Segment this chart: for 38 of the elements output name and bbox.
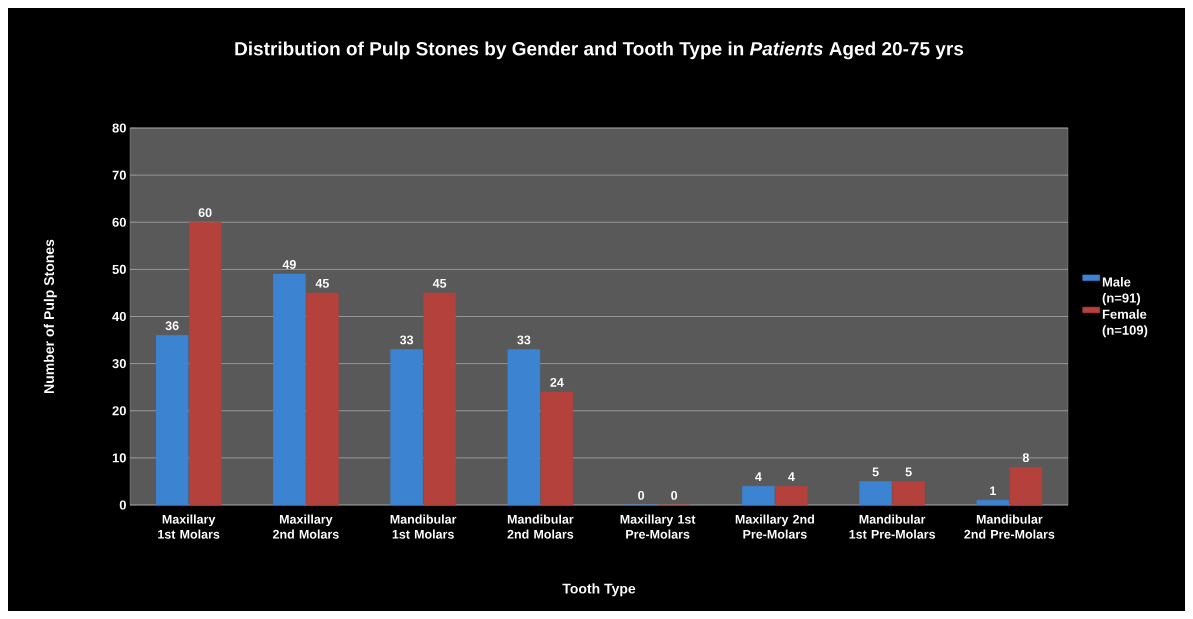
x-axis-title: Tooth Type xyxy=(562,583,636,597)
data-label: 8 xyxy=(1022,453,1029,463)
data-label: 45 xyxy=(315,279,329,288)
data-label: 60 xyxy=(198,208,212,218)
data-label: 4 xyxy=(755,472,762,481)
x-tick-label: Mandibular 2nd Molars xyxy=(507,514,574,539)
x-tick-label: Mandibular 2nd Pre-Molars xyxy=(964,514,1055,539)
y-tick-label: 20 xyxy=(112,406,126,416)
legend-label: Female (n=109) xyxy=(1102,309,1148,338)
data-label: 33 xyxy=(399,335,414,345)
x-tick-label: Maxillary 2nd Pre-Molars xyxy=(735,514,814,539)
x-tick-label: Mandibular 1st Molars xyxy=(390,514,457,539)
data-label: 5 xyxy=(872,467,879,477)
data-label: 45 xyxy=(432,279,447,288)
y-tick-label: 80 xyxy=(112,123,126,133)
data-label: 5 xyxy=(905,467,912,477)
data-label: 0 xyxy=(638,490,645,500)
data-label: 33 xyxy=(517,335,531,345)
x-tick-label: Maxillary 2nd Molars xyxy=(272,514,339,539)
data-label: 1 xyxy=(990,486,996,496)
x-tick-label: Mandibular 1st Pre-Molars xyxy=(849,514,936,539)
y-tick-label: 70 xyxy=(112,170,126,180)
x-tick-label: Maxillary 1st Molars xyxy=(158,514,220,539)
data-label: 0 xyxy=(671,490,678,500)
y-tick-label: 40 xyxy=(112,311,126,322)
y-tick-label: 0 xyxy=(119,500,126,510)
data-label: 49 xyxy=(282,260,296,269)
y-axis-title: Number of Pulp Stones xyxy=(43,239,57,393)
y-tick-label: 50 xyxy=(112,264,126,274)
data-label: 36 xyxy=(165,321,179,331)
data-label: 24 xyxy=(550,377,564,387)
x-tick-label: Maxillary 1st Pre-Molars xyxy=(620,514,696,539)
legend-label: Male (n=91) xyxy=(1102,277,1141,306)
y-tick-label: 10 xyxy=(112,453,126,463)
y-tick-label: 30 xyxy=(112,359,126,369)
y-tick-label: 60 xyxy=(112,217,126,227)
data-label: 4 xyxy=(788,472,795,481)
chart-title: Distribution of Pulp Stones by Gender and Tooth Type in Patients Aged 20-75 yrs xyxy=(235,41,964,60)
